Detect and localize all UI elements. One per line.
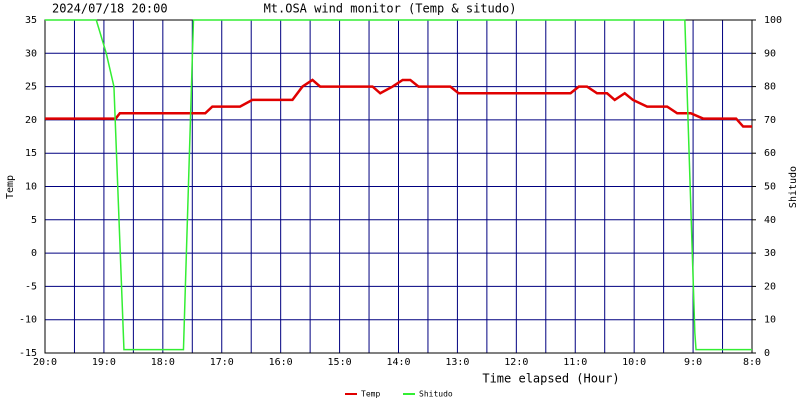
x-tick-label: 18:0 bbox=[151, 357, 175, 368]
y-tick-label: 35 bbox=[25, 15, 37, 26]
y2-tick-label: 40 bbox=[764, 215, 776, 226]
y2-tick-label: 10 bbox=[764, 315, 776, 326]
data-line bbox=[45, 78, 752, 128]
y2-tick-label: 30 bbox=[764, 248, 776, 259]
y2-tick-label: 20 bbox=[764, 281, 776, 292]
chart-title: Mt.OSA wind monitor (Temp & situdo) bbox=[264, 2, 517, 16]
x-tick-label: 12:0 bbox=[504, 357, 528, 368]
y2-tick-label: 0 bbox=[764, 348, 770, 359]
x-axis-label: Time elapsed (Hour) bbox=[482, 372, 619, 386]
x-tick-label: 14:0 bbox=[386, 357, 410, 368]
chart-header: 2024/07/18 20:00 bbox=[52, 2, 168, 16]
y-tick-label: -10 bbox=[19, 315, 37, 326]
y-tick-label: 5 bbox=[31, 215, 37, 226]
x-tick-label: 16:0 bbox=[269, 357, 293, 368]
y-tick-label: 10 bbox=[25, 182, 37, 193]
x-tick-label: 15:0 bbox=[328, 357, 352, 368]
y-tick-label: 25 bbox=[25, 82, 37, 93]
legend-label: Shitudo bbox=[419, 390, 453, 399]
x-tick-label: 9:0 bbox=[684, 357, 702, 368]
x-tick-label: 20:0 bbox=[33, 357, 57, 368]
y2-tick-label: 50 bbox=[764, 182, 776, 193]
x-tick-label: 13:0 bbox=[445, 357, 469, 368]
y-tick-label: -5 bbox=[25, 281, 37, 292]
x-tick-label: 10:0 bbox=[622, 357, 646, 368]
y2-tick-label: 80 bbox=[764, 82, 776, 93]
x-tick-label: 19:0 bbox=[92, 357, 116, 368]
y-tick-label: 20 bbox=[25, 115, 37, 126]
data-line bbox=[45, 19, 752, 351]
x-tick-label: 11:0 bbox=[563, 357, 587, 368]
y2-tick-label: 70 bbox=[764, 115, 776, 126]
y-axis-label: Temp bbox=[5, 175, 16, 199]
y2-tick-label: 90 bbox=[764, 48, 776, 59]
y2-tick-label: 100 bbox=[764, 15, 782, 26]
x-tick-label: 17:0 bbox=[210, 357, 234, 368]
y2-axis-label: Shitudo bbox=[788, 166, 799, 208]
y-tick-label: 15 bbox=[25, 148, 37, 159]
y-tick-label: -15 bbox=[19, 348, 37, 359]
y-tick-label: 30 bbox=[25, 48, 37, 59]
y-tick-label: 0 bbox=[31, 248, 37, 259]
y2-tick-label: 60 bbox=[764, 148, 776, 159]
x-tick-label: 8:0 bbox=[743, 357, 761, 368]
legend-label: Temp bbox=[361, 390, 380, 399]
